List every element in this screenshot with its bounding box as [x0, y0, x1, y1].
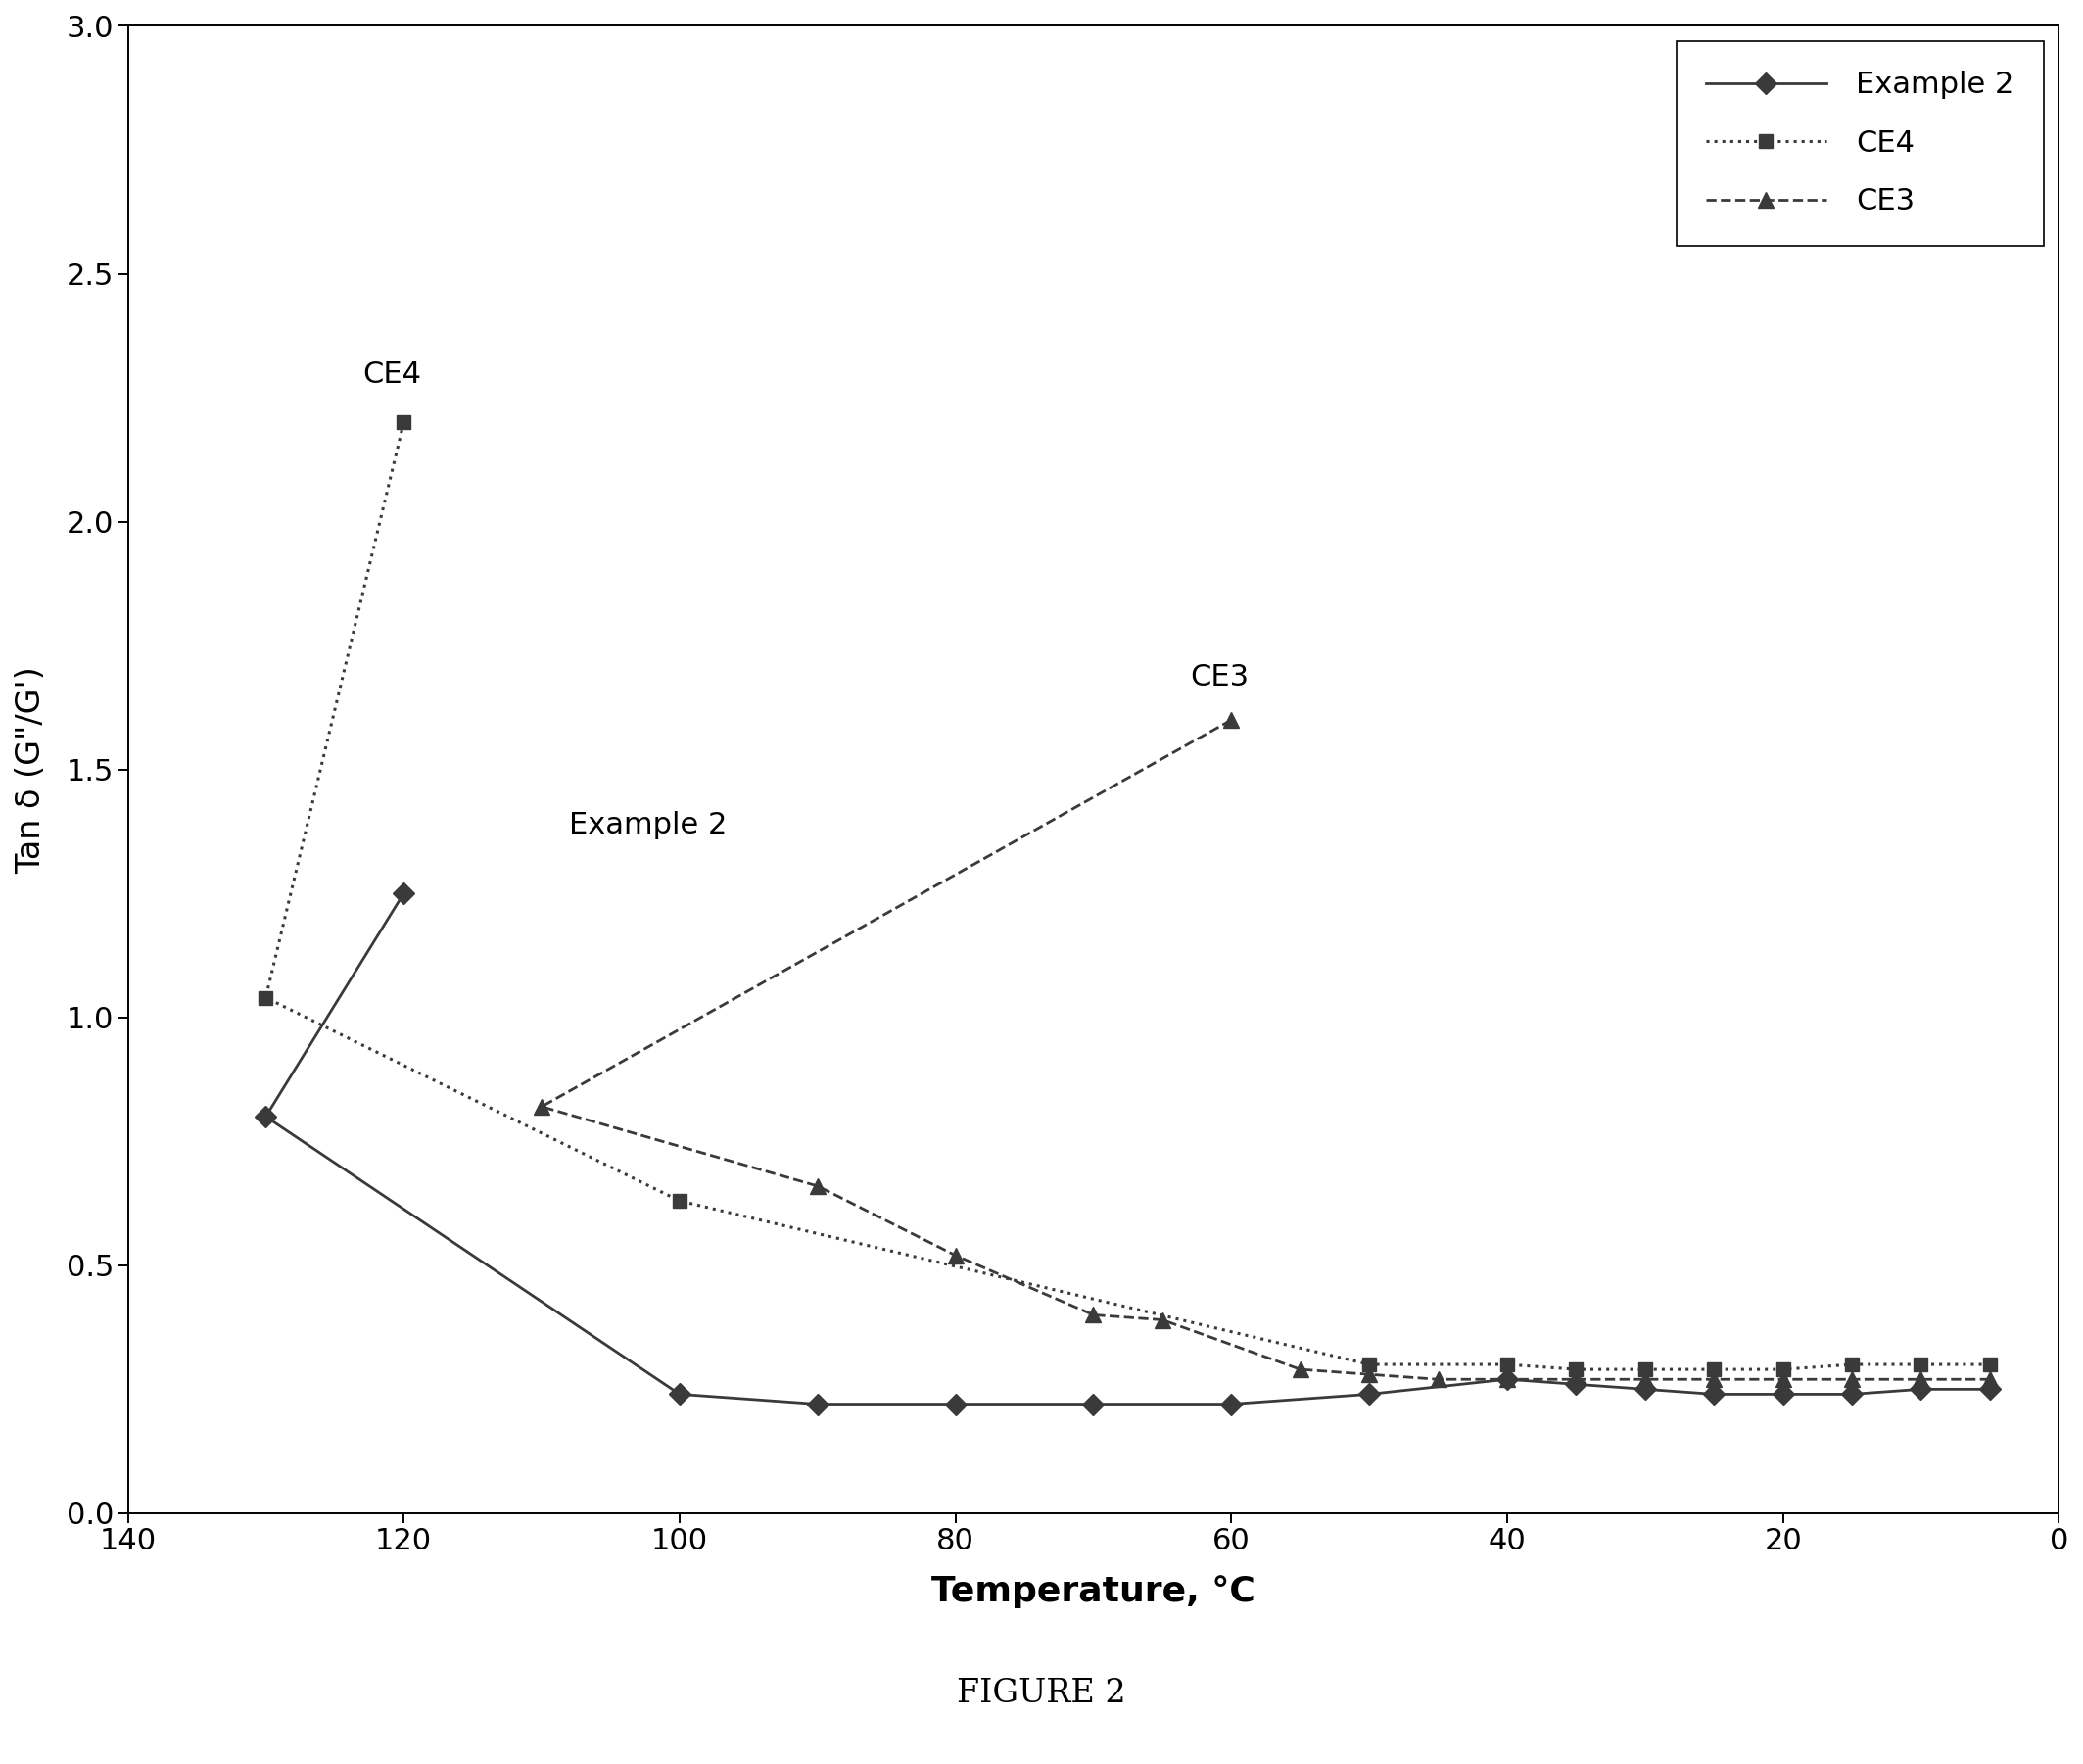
- CE4: [1633, 1358, 1658, 1379]
- Example 2: [944, 1394, 969, 1415]
- CE4: [254, 988, 279, 1009]
- CE3: [1564, 1369, 1589, 1390]
- CE4: [1702, 1358, 1727, 1379]
- Line: CE4: CE4: [258, 416, 1998, 1376]
- CE4: [1771, 1358, 1796, 1379]
- CE4: [1977, 1353, 2002, 1374]
- CE4: [1908, 1353, 1933, 1374]
- CE4: [1839, 1353, 1864, 1374]
- CE3: [1839, 1369, 1864, 1390]
- CE3: [1287, 1358, 1312, 1379]
- Text: Example 2: Example 2: [569, 811, 727, 840]
- CE3: [804, 1175, 829, 1196]
- CE3: [944, 1245, 969, 1267]
- CE4: [1564, 1358, 1589, 1379]
- CE3: [1771, 1369, 1796, 1390]
- Example 2: [1564, 1374, 1589, 1395]
- Line: CE3: CE3: [533, 713, 1998, 1387]
- Example 2: [1702, 1383, 1727, 1404]
- Line: Example 2: Example 2: [258, 886, 1998, 1411]
- Example 2: [1496, 1369, 1521, 1390]
- CE3: [1150, 1309, 1175, 1330]
- CE4: [392, 413, 417, 434]
- Example 2: [254, 1106, 279, 1127]
- CE3: [1356, 1364, 1381, 1385]
- CE3: [1496, 1369, 1521, 1390]
- Example 2: [1219, 1394, 1244, 1415]
- CE3: [529, 1095, 554, 1117]
- Example 2: [392, 884, 417, 905]
- Example 2: [1081, 1394, 1106, 1415]
- Example 2: [1356, 1383, 1381, 1404]
- Text: FIGURE 2: FIGURE 2: [956, 1678, 1127, 1709]
- CE3: [1977, 1369, 2002, 1390]
- Y-axis label: Tan δ (G"/G'): Tan δ (G"/G'): [15, 665, 48, 873]
- Text: CE4: CE4: [362, 360, 421, 388]
- Text: CE3: CE3: [1189, 663, 1248, 691]
- CE4: [667, 1191, 692, 1212]
- Example 2: [667, 1383, 692, 1404]
- X-axis label: Temperature, °C: Temperature, °C: [931, 1575, 1256, 1609]
- CE3: [1633, 1369, 1658, 1390]
- CE3: [1425, 1369, 1450, 1390]
- Example 2: [804, 1394, 829, 1415]
- Example 2: [1839, 1383, 1864, 1404]
- CE3: [1081, 1304, 1106, 1325]
- CE3: [1908, 1369, 1933, 1390]
- Example 2: [1633, 1379, 1658, 1401]
- CE4: [1496, 1353, 1521, 1374]
- CE4: [1356, 1353, 1381, 1374]
- CE3: [1702, 1369, 1727, 1390]
- Example 2: [1908, 1379, 1933, 1401]
- CE3: [1219, 709, 1244, 730]
- Legend: Example 2, CE4, CE3: Example 2, CE4, CE3: [1677, 41, 2043, 245]
- Example 2: [1977, 1379, 2002, 1401]
- Example 2: [1771, 1383, 1796, 1404]
